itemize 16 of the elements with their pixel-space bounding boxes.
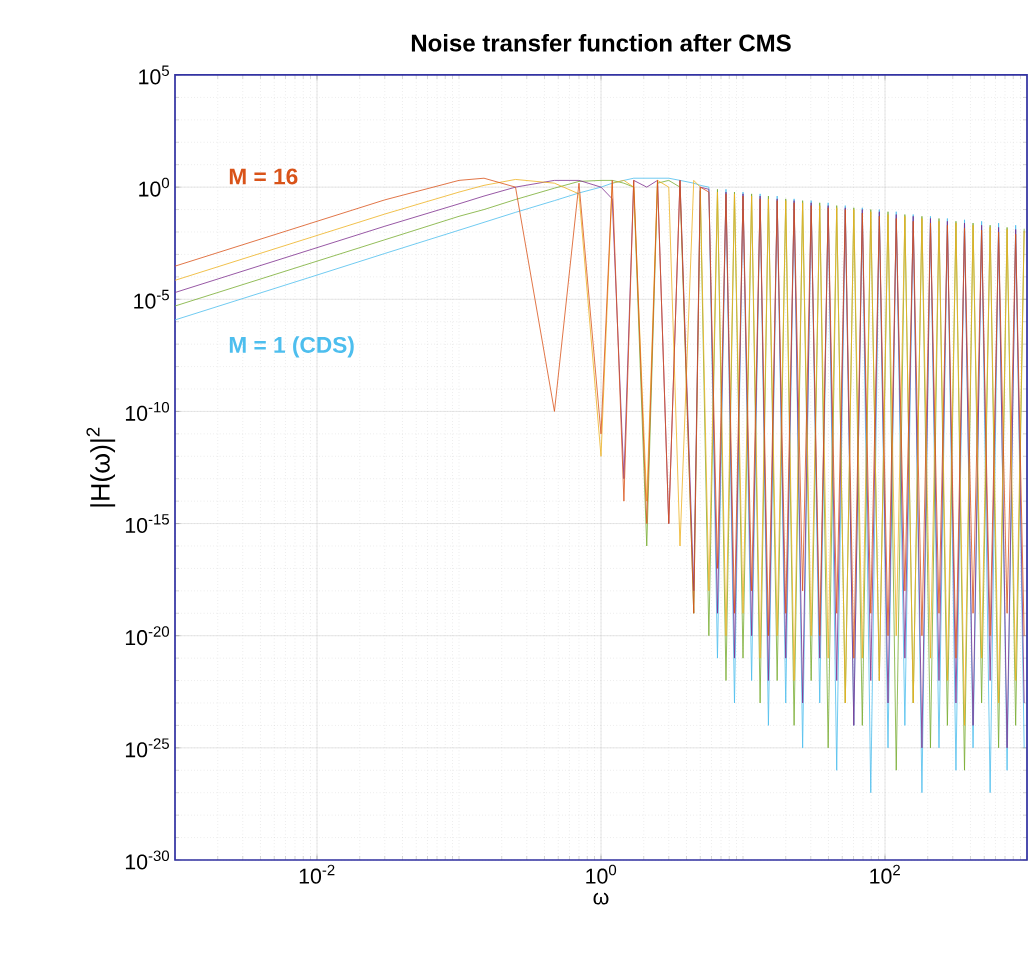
series-label: M = 16 bbox=[229, 168, 298, 185]
y-tick-label: 10$^{-5}$ bbox=[134, 289, 169, 309]
y-tick-label: 10$^{-15}$ bbox=[125, 514, 169, 533]
x-tick-label: 10$^{-2}$ bbox=[299, 864, 335, 884]
chart-title: Noise transfer function after CMS bbox=[411, 33, 791, 52]
series-label: M = 1 (CDS) bbox=[229, 336, 354, 358]
x-tick-label: 10$^{0}$ bbox=[586, 864, 617, 884]
y-tick-label: 10$^{5}$ bbox=[139, 65, 169, 85]
y-tick-label: 10$^{-20}$ bbox=[125, 626, 170, 646]
y-tick-label: 10$^{-25}$ bbox=[125, 738, 169, 758]
y-tick-label: 10$^{0}$ bbox=[139, 177, 170, 197]
y-axis-title: |H(ω)|$^{2}$ bbox=[86, 427, 116, 507]
y-tick-label: 10$^{-10}$ bbox=[125, 401, 170, 421]
x-axis-title: ω bbox=[593, 892, 609, 905]
y-tick-label: 10$^{-30}$ bbox=[125, 850, 170, 870]
x-tick-label: 10$^{2}$ bbox=[870, 864, 900, 884]
